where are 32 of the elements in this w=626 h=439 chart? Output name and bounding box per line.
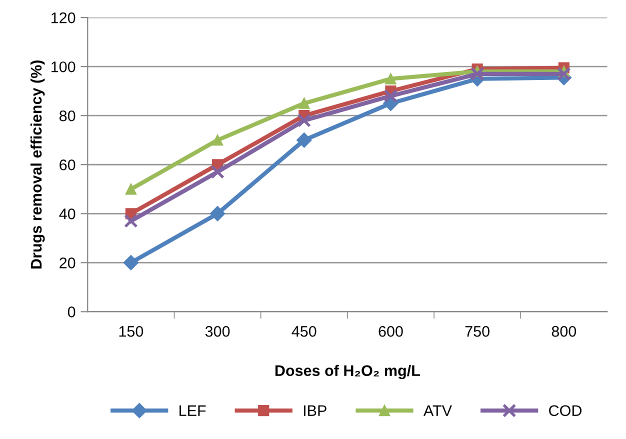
y-tick-label: 80 bbox=[60, 110, 76, 122]
y-axis-title: Drugs removal efficiency (%) bbox=[30, 60, 45, 268]
point bbox=[124, 214, 138, 228]
y-tick-label: 60 bbox=[60, 159, 76, 170]
x-tick-label: 450 bbox=[292, 326, 316, 337]
point bbox=[385, 73, 396, 84]
x-axis-title: Doses of H₂O₂ mg/L bbox=[275, 364, 420, 380]
y-tick-label: 120 bbox=[52, 12, 76, 24]
point bbox=[298, 98, 310, 109]
point bbox=[384, 89, 398, 103]
point bbox=[210, 165, 224, 179]
point bbox=[125, 184, 136, 195]
y-tick-label: 20 bbox=[60, 258, 76, 268]
point bbox=[210, 206, 226, 222]
legend-label: LEF bbox=[180, 405, 206, 416]
x-tick-label: 800 bbox=[552, 326, 576, 337]
x-tick-label: 600 bbox=[378, 326, 403, 337]
legend-label: ATV bbox=[423, 405, 452, 416]
point bbox=[296, 132, 312, 148]
point bbox=[297, 114, 312, 128]
point bbox=[556, 66, 571, 81]
y-tick-label: 40 bbox=[59, 208, 76, 220]
point bbox=[470, 66, 484, 81]
x-tick-label: 750 bbox=[465, 326, 490, 337]
point bbox=[212, 134, 224, 146]
legend-label: IBP bbox=[304, 405, 326, 416]
x-tick-label: 150 bbox=[119, 326, 144, 337]
point bbox=[123, 255, 139, 270]
y-tick-label: 100 bbox=[52, 61, 76, 72]
x-tick-label: 300 bbox=[205, 326, 230, 337]
legend-label: COD bbox=[549, 405, 582, 416]
y-tick-label: 0 bbox=[68, 306, 76, 318]
